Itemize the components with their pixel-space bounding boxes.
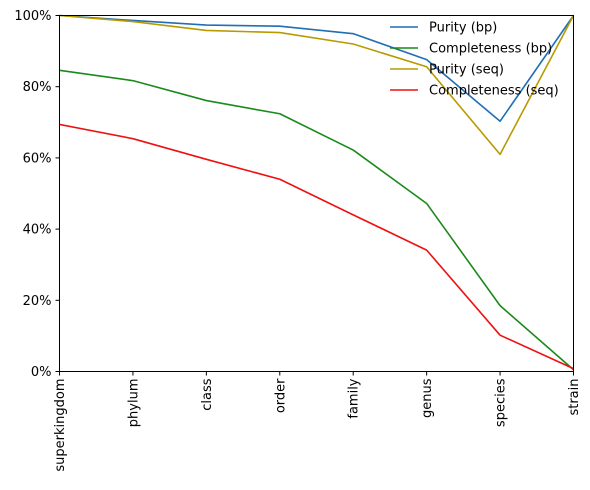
axes-frame [59, 15, 574, 372]
x-tick-label: superkingdom [53, 379, 68, 472]
x-tick-label: genus [420, 378, 435, 418]
y-tick-label: 40% [23, 223, 52, 238]
series-line-1 [59, 69, 575, 371]
legend: Purity (bp) Completeness (bp) Purity (seq)… [390, 21, 559, 99]
x-tick-label: class [200, 378, 215, 410]
y-tick-label: 20% [23, 294, 52, 309]
legend-label-3: Completeness (seq) [429, 84, 559, 99]
legend-label-1: Completeness (bp) [429, 42, 552, 57]
plot-lines [59, 14, 575, 371]
x-tick-label: phylum [126, 379, 141, 428]
legend-label-2: Purity (seq) [429, 63, 504, 78]
series-line-2 [59, 14, 575, 156]
x-axis: superkingdom phylum class order family genus s… [53, 371, 582, 472]
x-tick-label: species [494, 378, 509, 427]
x-tick-label: order [273, 378, 288, 413]
x-tick-label: strain [567, 379, 582, 416]
series-line-0 [59, 14, 575, 123]
x-tick-label: family [347, 378, 362, 418]
y-axis: 0% 20% 40% 60% 80% 100% [14, 9, 60, 380]
y-tick-label: 80% [23, 80, 52, 95]
y-tick-label: 0% [31, 365, 52, 380]
series-line-3 [59, 123, 574, 370]
y-tick-label: 100% [14, 9, 51, 24]
legend-label-0: Purity (bp) [429, 21, 497, 36]
y-tick-label: 60% [23, 151, 52, 166]
